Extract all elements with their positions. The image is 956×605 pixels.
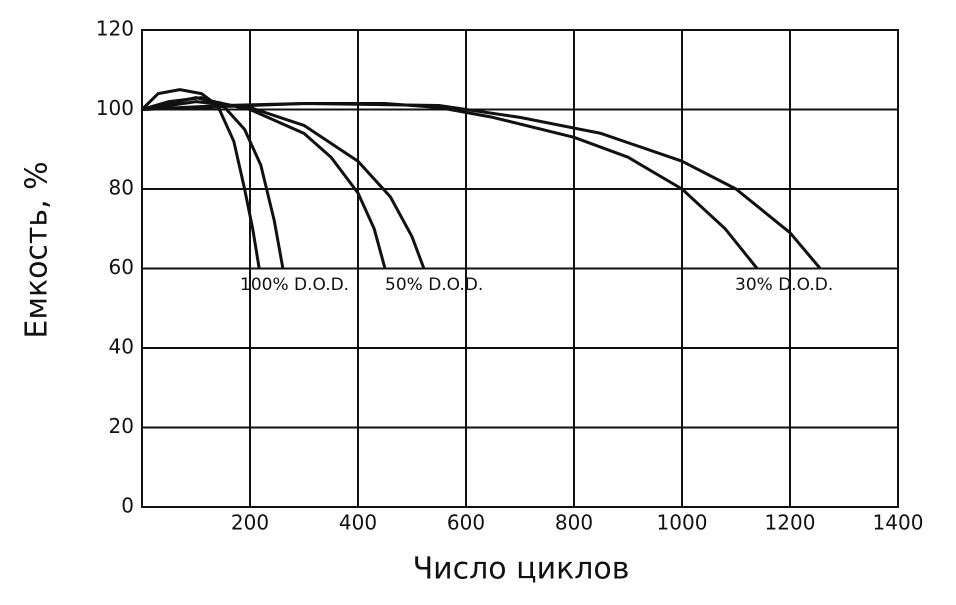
y-tick-label: 120 [96,17,134,41]
x-tick-label: 1000 [657,511,708,535]
x-axis-label: Число циклов [413,552,630,587]
y-tick-label: 0 [121,494,134,518]
y-axis-label: Емкость, % [20,161,55,338]
x-tick-label: 400 [339,511,377,535]
capacity-curve [141,96,285,269]
capacity-curve [141,100,426,270]
capacity-curve [141,96,387,269]
y-tick-label: 20 [109,414,134,438]
x-tick-label: 600 [447,511,485,535]
dod-annotation: 50% D.O.D. [385,275,483,295]
capacity-curve [141,102,822,270]
y-tick-label: 40 [109,335,134,359]
x-tick-label: 1400 [873,511,924,535]
dod-annotation: 100% D.O.D. [240,275,349,295]
capacity-curve [141,102,759,270]
x-tick-label: 1200 [765,511,816,535]
y-tick-label: 100 [96,96,134,120]
dod-annotation: 30% D.O.D. [735,275,833,295]
capacity-curve [140,88,261,269]
y-tick-label: 60 [109,255,134,279]
y-tick-label: 80 [109,176,134,200]
plot-frame [141,29,899,508]
x-tick-label: 200 [231,511,269,535]
x-tick-label: 800 [555,511,593,535]
